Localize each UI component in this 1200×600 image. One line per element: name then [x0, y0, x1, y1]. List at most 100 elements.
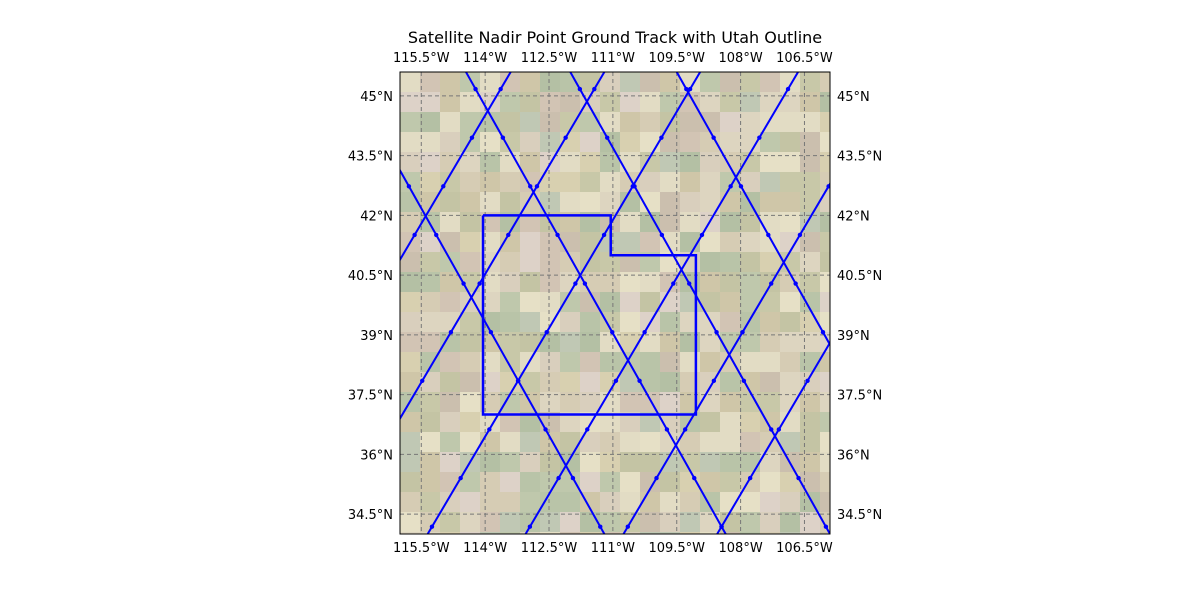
nadir-point-marker	[875, 427, 879, 431]
nadir-point-marker	[699, 232, 705, 238]
ground-track-line	[622, 181, 830, 534]
ground-track-line	[716, 340, 830, 534]
ground-track-line	[400, 72, 512, 262]
nadir-point-marker	[582, 281, 588, 286]
nadir-point-marker	[613, 378, 619, 384]
lon-tick-label-bottom: 114°W	[463, 541, 507, 556]
ground-track-line	[569, 72, 830, 534]
nadir-point-marker	[461, 281, 466, 286]
nadir-point-marker	[544, 329, 549, 335]
ground-track-line	[524, 72, 799, 534]
nadir-point-marker	[637, 378, 642, 384]
nadir-point-marker	[740, 329, 745, 335]
lat-tick-label-right: 39°N	[837, 329, 870, 344]
nadir-point-marker	[592, 86, 597, 92]
nadir-point-marker	[441, 184, 446, 189]
nadir-point-marker	[632, 184, 637, 189]
lon-tick-label-top: 111°W	[591, 51, 635, 66]
nadir-point-marker	[543, 427, 548, 432]
nadir-point-marker	[434, 232, 439, 238]
lon-tick-label-bottom: 111°W	[591, 541, 635, 556]
lat-tick-label-right: 45°N	[837, 90, 870, 105]
lat-tick-label-left: 39°N	[360, 329, 393, 344]
nadir-point-marker	[573, 281, 578, 286]
lat-tick-label-right: 34.5°N	[837, 508, 882, 523]
nadir-point-marker	[500, 135, 506, 140]
nadir-point-marker	[334, 525, 338, 529]
nadir-point-marker	[406, 184, 412, 189]
nadir-point-marker	[664, 427, 670, 432]
nadir-point-marker	[379, 135, 383, 139]
nadir-point-marker	[610, 329, 615, 335]
nadir-point-marker	[601, 232, 607, 238]
nadir-point-marker	[823, 524, 829, 529]
nadir-point-marker	[659, 135, 664, 140]
nadir-point-marker	[719, 524, 724, 529]
utah-border-line	[481, 214, 698, 416]
nadir-point-marker	[448, 329, 454, 335]
ground-track-line	[465, 72, 727, 534]
nadir-point-marker	[570, 475, 576, 481]
utah-outline	[481, 214, 698, 416]
nadir-point-marker	[605, 135, 610, 140]
ground-tracks	[240, 72, 924, 534]
nadir-point-marker	[654, 475, 659, 481]
nadir-point-marker	[458, 475, 463, 481]
nadir-point-marker	[797, 232, 803, 238]
nadir-point-marker	[352, 87, 356, 91]
nadir-point-marker	[920, 184, 924, 188]
nadir-point-marker	[757, 135, 762, 140]
nadir-point-marker	[659, 232, 665, 238]
nadir-point-marker	[391, 427, 395, 431]
nadir-point-marker	[711, 378, 717, 384]
axis-tick-labels: 115.5°W 115.5°W 114°W 114°W 112.5°W 112.5°W 11…	[348, 51, 882, 556]
nadir-point-marker	[326, 379, 330, 383]
nadir-point-marker	[473, 86, 478, 92]
nadir-point-marker	[598, 524, 603, 529]
nadir-point-marker	[528, 184, 533, 189]
nadir-point-marker	[269, 476, 273, 480]
lon-tick-label-top: 115.5°W	[393, 51, 450, 66]
nadir-point-marker	[585, 427, 590, 432]
nadir-point-marker	[429, 524, 435, 529]
ground-track-line	[400, 72, 606, 421]
nadir-point-marker	[642, 329, 647, 335]
nadir-point-marker	[498, 86, 503, 92]
nadir-point-marker	[884, 87, 888, 91]
lon-tick-label-bottom: 108°W	[719, 541, 763, 556]
lat-tick-label-right: 36°N	[837, 448, 870, 463]
lon-tick-label-bottom: 115.5°W	[393, 541, 450, 556]
nadir-point-marker	[785, 86, 791, 92]
nadir-point-marker	[711, 135, 716, 140]
ground-track-line	[426, 72, 702, 534]
nadir-point-marker	[577, 86, 583, 92]
nadir-point-marker	[687, 281, 692, 286]
nadir-point-marker	[488, 329, 494, 335]
ground-track-line	[400, 168, 606, 534]
nadir-point-marker	[769, 281, 774, 286]
lat-tick-label-left: 36°N	[360, 448, 393, 463]
lat-tick-label-left: 43.5°N	[348, 150, 393, 165]
nadir-point-marker	[516, 378, 521, 384]
nadir-point-marker	[741, 378, 747, 384]
lon-tick-label-bottom: 109.5°W	[648, 541, 705, 556]
lon-tick-label-top: 106.5°W	[776, 51, 833, 66]
nadir-point-marker	[240, 525, 244, 529]
nadir-point-marker	[848, 379, 852, 383]
map-frame	[399, 71, 831, 535]
nadir-point-marker	[412, 232, 417, 238]
nadir-point-marker	[671, 281, 676, 286]
nadir-point-marker	[534, 184, 540, 189]
nadir-point-marker	[728, 184, 733, 189]
nadir-point-marker	[776, 427, 782, 432]
gridlines	[400, 72, 830, 534]
lon-tick-label-bottom: 106.5°W	[776, 541, 833, 556]
nadir-point-marker	[684, 86, 689, 92]
nadir-point-marker	[692, 475, 697, 481]
nadir-point-marker	[477, 281, 482, 286]
nadir-point-marker	[826, 184, 830, 189]
lon-tick-label-top: 114°W	[463, 51, 507, 66]
lat-tick-label-left: 37.5°N	[348, 389, 393, 404]
lon-tick-label-top: 109.5°W	[648, 51, 705, 66]
nadir-point-marker	[793, 281, 798, 286]
